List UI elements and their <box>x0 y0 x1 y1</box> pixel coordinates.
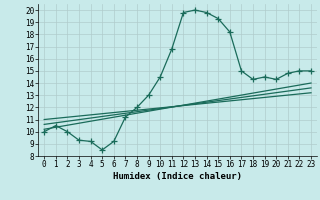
X-axis label: Humidex (Indice chaleur): Humidex (Indice chaleur) <box>113 172 242 181</box>
